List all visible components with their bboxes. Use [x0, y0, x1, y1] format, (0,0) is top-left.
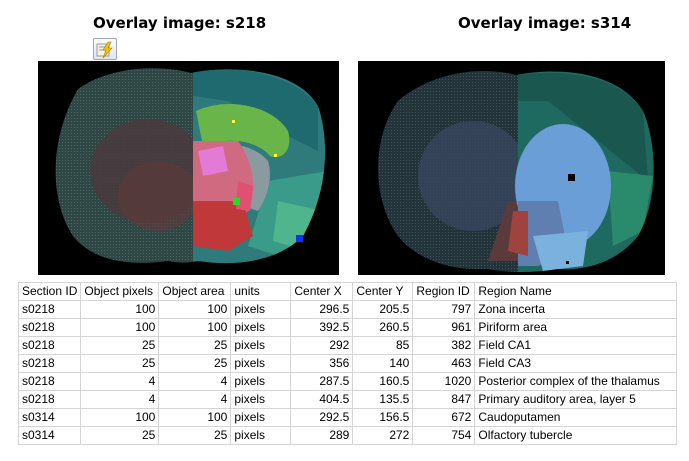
table-cell: 100 [80, 318, 160, 337]
column-header: Object area [158, 282, 232, 301]
table-cell: 25 [80, 426, 160, 445]
table-cell: pixels [230, 372, 292, 391]
brain-section-s314 [358, 61, 665, 275]
table-cell: 382 [412, 336, 476, 355]
table-cell: s0218 [17, 300, 82, 319]
lightning-report-button[interactable] [93, 38, 117, 60]
table-cell: 25 [80, 336, 160, 355]
table-cell: 404.5 [290, 390, 354, 409]
table-cell: 25 [158, 426, 232, 445]
table-cell: 672 [412, 408, 476, 427]
marker-ca3 [274, 154, 277, 157]
table-cell: pixels [230, 390, 292, 409]
table-cell: 463 [412, 354, 476, 373]
marker-piriform [296, 235, 303, 242]
table-cell: s0314 [17, 408, 82, 427]
table-cell: 797 [412, 300, 476, 319]
overlay-title-s314: Overlay image: s314 [458, 14, 632, 32]
table-cell: 4 [158, 390, 232, 409]
marker-ca1 [232, 120, 235, 123]
column-header: Object pixels [80, 282, 160, 301]
table-cell: 847 [412, 390, 476, 409]
column-header: units [230, 282, 292, 301]
table-cell: 85 [352, 336, 414, 355]
table-row: s0314 25 25 pixels 289 272 754 Olfactory tuberc… [17, 426, 678, 445]
table-cell: Zona incerta [474, 300, 678, 319]
column-header: Center Y [352, 282, 414, 301]
table-cell: Field CA3 [474, 354, 678, 373]
table-cell: 4 [80, 390, 160, 409]
table-cell: 100 [158, 300, 232, 319]
table-cell: 961 [412, 318, 476, 337]
table-cell: pixels [230, 354, 292, 373]
table-cell: Field CA1 [474, 336, 678, 355]
table-cell: 100 [80, 408, 160, 427]
table-cell: s0218 [17, 318, 82, 337]
table-cell: s0218 [17, 372, 82, 391]
table-cell: 25 [158, 354, 232, 373]
table-cell: 296.5 [290, 300, 354, 319]
table-cell: pixels [230, 408, 292, 427]
table-cell: pixels [230, 336, 292, 355]
table-cell: s0218 [17, 354, 82, 373]
table-cell: 356 [290, 354, 354, 373]
table-row: s0218 100 100 pixels 392.5 260.5 961 Piriform a… [17, 318, 678, 337]
table-cell: 25 [80, 354, 160, 373]
column-header: Region Name [474, 282, 678, 301]
table-cell: s0218 [17, 336, 82, 355]
table-row: s0218 25 25 pixels 356 140 463 Field CA3 [17, 354, 678, 373]
table-cell: 287.5 [290, 372, 354, 391]
table-cell: 156.5 [352, 408, 414, 427]
column-header: Section ID [17, 282, 82, 301]
table-cell: Primary auditory area, layer 5 [474, 390, 678, 409]
table-cell: 292.5 [290, 408, 354, 427]
table-header-row: Section ID Object pixels Object area units C… [17, 282, 678, 301]
table-cell: 4 [158, 372, 232, 391]
table-cell: s0218 [17, 390, 82, 409]
table-cell: 100 [158, 318, 232, 337]
table-row: s0218 100 100 pixels 296.5 205.5 797 Zona incer… [17, 300, 678, 319]
table-row: s0218 25 25 pixels 292 85 382 Field CA1 [17, 336, 678, 355]
table-cell: s0314 [17, 426, 82, 445]
table-row: s0314 100 100 pixels 292.5 156.5 672 Caudoputam… [17, 408, 678, 427]
column-header: Center X [290, 282, 354, 301]
table-cell: 100 [80, 300, 160, 319]
table-cell: 754 [412, 426, 476, 445]
table-cell: Piriform area [474, 318, 678, 337]
table-cell: 205.5 [352, 300, 414, 319]
table-cell: 4 [80, 372, 160, 391]
table-cell: pixels [230, 426, 292, 445]
column-header: Region ID [412, 282, 476, 301]
table-cell: Caudoputamen [474, 408, 678, 427]
lightning-report-icon [96, 41, 113, 59]
table-cell: 272 [352, 426, 414, 445]
marker-zona-incerta [233, 198, 240, 205]
results-table: Section ID Object pixels Object area units C… [17, 282, 678, 445]
table-cell: 140 [352, 354, 414, 373]
table-cell: pixels [230, 318, 292, 337]
marker-caudoputamen [568, 174, 575, 181]
overlay-image-s218 [38, 61, 339, 275]
brain-section-s218 [38, 61, 339, 275]
table-cell: 25 [158, 336, 232, 355]
table-cell: 160.5 [352, 372, 414, 391]
overlay-title-s218: Overlay image: s218 [93, 14, 267, 32]
table-cell: 289 [290, 426, 354, 445]
marker-olfactory-tubercle [566, 261, 569, 264]
table-cell: Posterior complex of the thalamus [474, 372, 678, 391]
table-row: s0218 4 4 pixels 404.5 135.5 847 Primary audito… [17, 390, 678, 409]
table-cell: Olfactory tubercle [474, 426, 678, 445]
table-cell: pixels [230, 300, 292, 319]
table-cell: 135.5 [352, 390, 414, 409]
table-cell: 1020 [412, 372, 476, 391]
overlay-image-s314 [358, 61, 665, 275]
table-row: s0218 4 4 pixels 287.5 160.5 1020 Posterior com… [17, 372, 678, 391]
table-cell: 292 [290, 336, 354, 355]
table-cell: 392.5 [290, 318, 354, 337]
table-cell: 100 [158, 408, 232, 427]
table-cell: 260.5 [352, 318, 414, 337]
